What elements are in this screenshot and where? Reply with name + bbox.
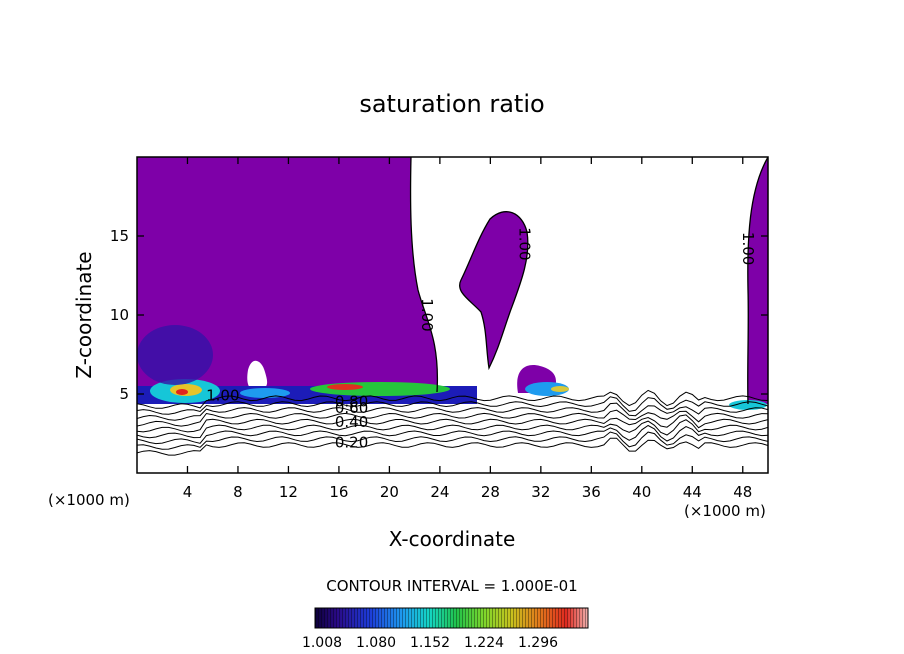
x-tick-label: 12 xyxy=(279,483,298,501)
y-axis: 5 10 15 xyxy=(110,227,768,403)
subsaturated-contours xyxy=(137,389,768,456)
blob-west-hot xyxy=(176,389,188,395)
x-axis: 4 8 12 16 20 24 28 32 36 40 44 48 xyxy=(183,157,752,501)
colorbar-tick-label: 1.296 xyxy=(518,635,558,651)
contour-label: 0.60 xyxy=(335,399,368,417)
colorbar-stripes xyxy=(315,608,588,628)
contour-1.00-plume xyxy=(459,211,529,371)
blob-center xyxy=(310,382,450,396)
gap-island xyxy=(247,360,268,390)
contour-line xyxy=(137,431,768,450)
saturated-region-plume xyxy=(459,211,528,368)
contour-line xyxy=(137,414,768,433)
contour-label: 1.00 xyxy=(739,232,757,265)
colorbar-tick-labels: 1.008 1.080 1.152 1.224 1.296 xyxy=(302,635,558,651)
blob-east-core xyxy=(551,386,569,392)
x-tick-label: 4 xyxy=(183,483,193,501)
contour-line xyxy=(137,437,768,456)
contour-line xyxy=(137,396,768,415)
saturated-region-left xyxy=(137,157,438,404)
contour-line xyxy=(137,424,768,445)
chart-title: saturation ratio xyxy=(359,90,544,118)
x-tick-label: 40 xyxy=(632,483,651,501)
y-axis-label: Z-coordinate xyxy=(72,251,96,378)
x-axis-label: X-coordinate xyxy=(389,527,516,551)
contour-label: 0.20 xyxy=(335,434,368,452)
x-unit-label-right: (×1000 m) xyxy=(684,502,766,520)
x-tick-label: 36 xyxy=(582,483,601,501)
x-tick-label: 16 xyxy=(329,483,348,501)
x-tick-label: 24 xyxy=(430,483,449,501)
x-tick-label: 8 xyxy=(233,483,243,501)
y-tick-label: 15 xyxy=(110,227,129,245)
contour-line xyxy=(137,409,768,427)
x-tick-label: 32 xyxy=(531,483,550,501)
blob-cloud-left xyxy=(137,325,213,385)
contour-line xyxy=(137,389,768,409)
x-tick-label: 48 xyxy=(733,483,752,501)
contour-label: 0.80 xyxy=(335,393,368,411)
contour-1.00-right xyxy=(747,157,768,405)
contour-label: 1.00 xyxy=(515,227,533,260)
x-tick-label: 20 xyxy=(380,483,399,501)
contour-label: 1.00 xyxy=(206,386,239,404)
saturated-region-right xyxy=(747,157,768,404)
blob-mid xyxy=(240,388,290,398)
y-tick-label: 5 xyxy=(119,385,129,403)
colorbar-tick-label: 1.224 xyxy=(464,635,504,651)
x-tick-label: 44 xyxy=(683,483,702,501)
contour-labels: 1.00 0.800.600.40 0.20 1.00 1.00 1.00 xyxy=(206,227,757,452)
x-tick-label: 28 xyxy=(481,483,500,501)
colorbar-frame xyxy=(314,607,589,629)
contour-line xyxy=(137,419,768,439)
y-tick-label: 10 xyxy=(110,306,129,324)
colorbar xyxy=(314,607,589,629)
contour-1.00-left xyxy=(409,157,439,393)
colorbar-tick-label: 1.080 xyxy=(356,635,396,651)
x-unit-label-left: (×1000 m) xyxy=(48,491,130,509)
colorbar-tick-label: 1.152 xyxy=(410,635,450,651)
contour-label: 1.00 xyxy=(418,298,436,331)
contour-line xyxy=(137,402,768,421)
colorbar-tick-label: 1.008 xyxy=(302,635,342,651)
blob-center-core xyxy=(327,384,363,390)
contour-label: 0.40 xyxy=(335,413,368,431)
contour-interval: CONTOUR INTERVAL = 1.000E-01 xyxy=(326,577,577,595)
blob-east xyxy=(525,382,569,396)
plot-area xyxy=(137,157,768,456)
